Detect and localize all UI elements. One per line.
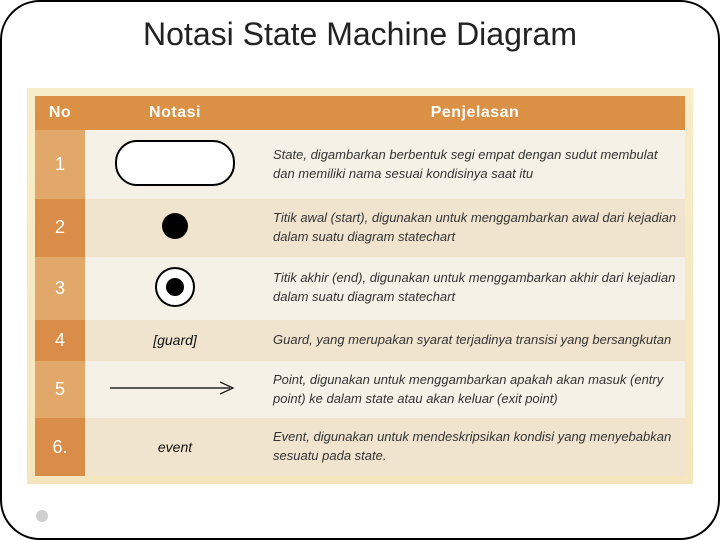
table-header-row: No Notasi Penjelasan: [35, 96, 685, 130]
row-number: 4: [35, 320, 85, 361]
table-row: 3 Titik akhir (end), digunakan untuk men…: [35, 257, 685, 320]
arrow-icon: [105, 378, 245, 398]
row-number: 1: [35, 130, 85, 199]
row-number: 6.: [35, 418, 85, 476]
notation-cell: [85, 257, 265, 320]
row-desc: State, digambarkan berbentuk segi empat …: [265, 130, 685, 199]
end-dot-icon: [155, 267, 195, 307]
row-number: 5: [35, 361, 85, 419]
notation-cell: [85, 199, 265, 257]
notation-cell: [85, 361, 265, 419]
notation-cell: [guard]: [85, 320, 265, 361]
notation-cell: [85, 130, 265, 199]
table-row: 6. event Event, digunakan untuk mendeskr…: [35, 418, 685, 476]
col-notasi: Notasi: [85, 96, 265, 130]
row-desc: Guard, yang merupakan syarat terjadinya …: [265, 320, 685, 361]
state-rect-icon: [115, 140, 235, 186]
notation-table: No Notasi Penjelasan 1 State, digambarka…: [35, 96, 685, 476]
col-penjelasan: Penjelasan: [265, 96, 685, 130]
col-no: No: [35, 96, 85, 130]
slide-frame: Notasi State Machine Diagram No Notasi P…: [0, 0, 720, 540]
event-text-icon: event: [158, 439, 192, 455]
row-number: 3: [35, 257, 85, 320]
table-row: 1 State, digambarkan berbentuk segi empa…: [35, 130, 685, 199]
table-row: 2 Titik awal (start), digunakan untuk me…: [35, 199, 685, 257]
row-desc: Event, digunakan untuk mendeskripsikan k…: [265, 418, 685, 476]
start-dot-icon: [162, 213, 188, 239]
notation-cell: event: [85, 418, 265, 476]
row-desc: Titik awal (start), digunakan untuk meng…: [265, 199, 685, 257]
row-desc: Titik akhir (end), digunakan untuk mengg…: [265, 257, 685, 320]
row-desc: Point, digunakan untuk menggambarkan apa…: [265, 361, 685, 419]
guard-text-icon: [guard]: [153, 332, 197, 348]
table-sheet: No Notasi Penjelasan 1 State, digambarka…: [27, 88, 693, 484]
slide-bullet-icon: [36, 510, 48, 522]
table-row: 4 [guard] Guard, yang merupakan syarat t…: [35, 320, 685, 361]
row-number: 2: [35, 199, 85, 257]
page-title: Notasi State Machine Diagram: [2, 2, 718, 53]
table-row: 5 Point, digunakan untuk menggambarkan a…: [35, 361, 685, 419]
